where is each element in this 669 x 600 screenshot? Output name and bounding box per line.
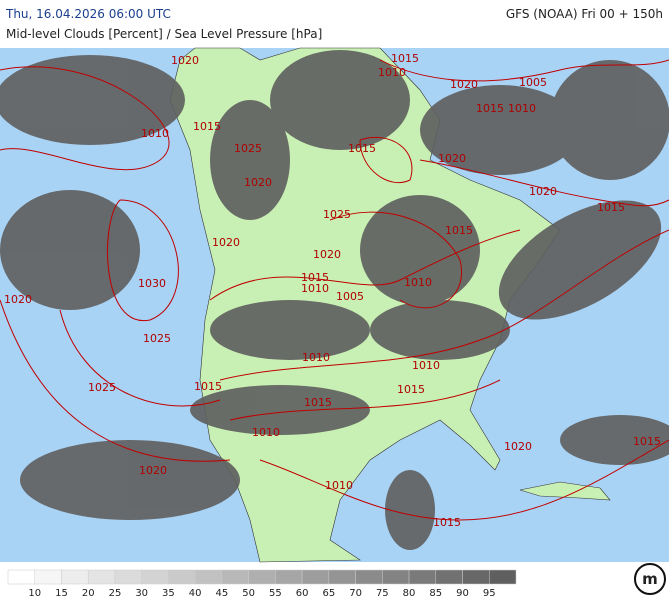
isobar-label: 1015	[193, 120, 221, 133]
isobar-label: 1020	[171, 54, 199, 67]
isobar-label: 1010	[302, 351, 330, 364]
isobar-label: 1010	[378, 66, 406, 79]
isobar-label: 1010	[412, 359, 440, 372]
colorbar-label: 45	[216, 588, 229, 599]
colorbar-label: 90	[456, 588, 469, 599]
colorbar-swatch	[382, 569, 410, 585]
colorbar-label: 10	[28, 588, 41, 599]
isobar-label: 1010	[404, 276, 432, 289]
isobar-label: 1020	[504, 440, 532, 453]
isobar-label: 1015	[397, 383, 425, 396]
isobar-label: 1010	[325, 479, 353, 492]
colorbar-swatch	[7, 569, 35, 585]
isobar-label: 1015	[194, 380, 222, 393]
isobar-label: 1020	[139, 464, 167, 477]
svg-text:m: m	[642, 570, 658, 588]
colorbar-swatch	[34, 569, 62, 585]
colorbar-swatch	[194, 569, 223, 585]
colorbar-label: 20	[82, 588, 95, 599]
colorbar-swatch	[435, 569, 463, 585]
colorbar-swatch	[462, 569, 490, 585]
logo: m	[634, 563, 666, 595]
colorbar-label: 70	[349, 588, 362, 599]
isobar-label: 1020	[313, 248, 341, 261]
isobar-label: 1010	[508, 102, 536, 115]
isobar-label: 1015	[304, 396, 332, 409]
isobar-label: 1025	[143, 332, 171, 345]
isobars	[0, 59, 669, 521]
colorbar-swatch	[61, 569, 89, 585]
colorbar-label: 35	[162, 588, 175, 599]
isobar-label: 1010	[301, 282, 329, 295]
colorbar-swatch	[489, 569, 517, 585]
colorbar-label: 40	[189, 588, 202, 599]
isobar-label: 1025	[323, 208, 351, 221]
subtitle: Mid-level Clouds [Percent] / Sea Level P…	[6, 27, 322, 41]
colorbar-label: 85	[429, 588, 442, 599]
isobar-label: 1025	[88, 381, 116, 394]
title: Thu, 16.04.2026 06:00 UTC	[5, 7, 171, 21]
colorbar-swatch	[355, 569, 383, 585]
model-info: GFS (NOAA) Fri 00 + 150h	[506, 7, 663, 21]
clouds	[0, 50, 669, 550]
colorbar-label: 55	[269, 588, 282, 599]
colorbar-swatch	[248, 569, 276, 585]
isobar-label: 1015	[348, 142, 376, 155]
isobar-label: 1015	[445, 224, 473, 237]
colorbar-swatch	[221, 569, 249, 585]
isobar-label: 1015	[597, 201, 625, 214]
isobar-label: 1005	[519, 76, 547, 89]
isobar-label: 1010	[141, 127, 169, 140]
colorbar-swatch	[141, 569, 169, 585]
colorbar-swatch	[87, 569, 116, 585]
isobar-label: 1020	[438, 152, 466, 165]
isobar-label: 1020	[450, 78, 478, 91]
colorbar-swatch	[328, 569, 356, 585]
colorbar-swatch	[301, 569, 330, 585]
colorbar-label: 80	[403, 588, 416, 599]
colorbar-swatch	[275, 569, 303, 585]
colorbar-label: 15	[55, 588, 68, 599]
isobar-label: 1015	[301, 271, 329, 284]
colorbar: 10 15 20 25 30 35 40 45 50 55 60 65 70 75 80 85 90 95	[7, 569, 517, 599]
colorbar-label: 60	[296, 588, 309, 599]
isobar-label: 1015	[391, 52, 419, 65]
isobar-label: 1015	[433, 516, 461, 529]
colorbar-label: 30	[135, 588, 148, 599]
isobar-label: 1015	[633, 435, 661, 448]
isobar-label: 1005	[336, 290, 364, 303]
map	[0, 47, 669, 563]
colorbar-swatch	[408, 569, 437, 585]
colorbar-swatch	[168, 569, 196, 585]
isobar-label: 1020	[529, 185, 557, 198]
colorbar-label: 50	[242, 588, 255, 599]
isobar-label: 1020	[212, 236, 240, 249]
isobar-label: 1030	[138, 277, 166, 290]
isobar-label: 1020	[4, 293, 32, 306]
isobar-label: 1015	[476, 102, 504, 115]
colorbar-label: 95	[483, 588, 496, 599]
isobar-label: 1025	[234, 142, 262, 155]
colorbar-label: 75	[376, 588, 389, 599]
colorbar-label: 65	[322, 588, 335, 599]
colorbar-label: 25	[109, 588, 122, 599]
isobar-label: 1020	[244, 176, 272, 189]
isobar-label: 1010	[252, 426, 280, 439]
colorbar-swatch	[114, 569, 142, 585]
